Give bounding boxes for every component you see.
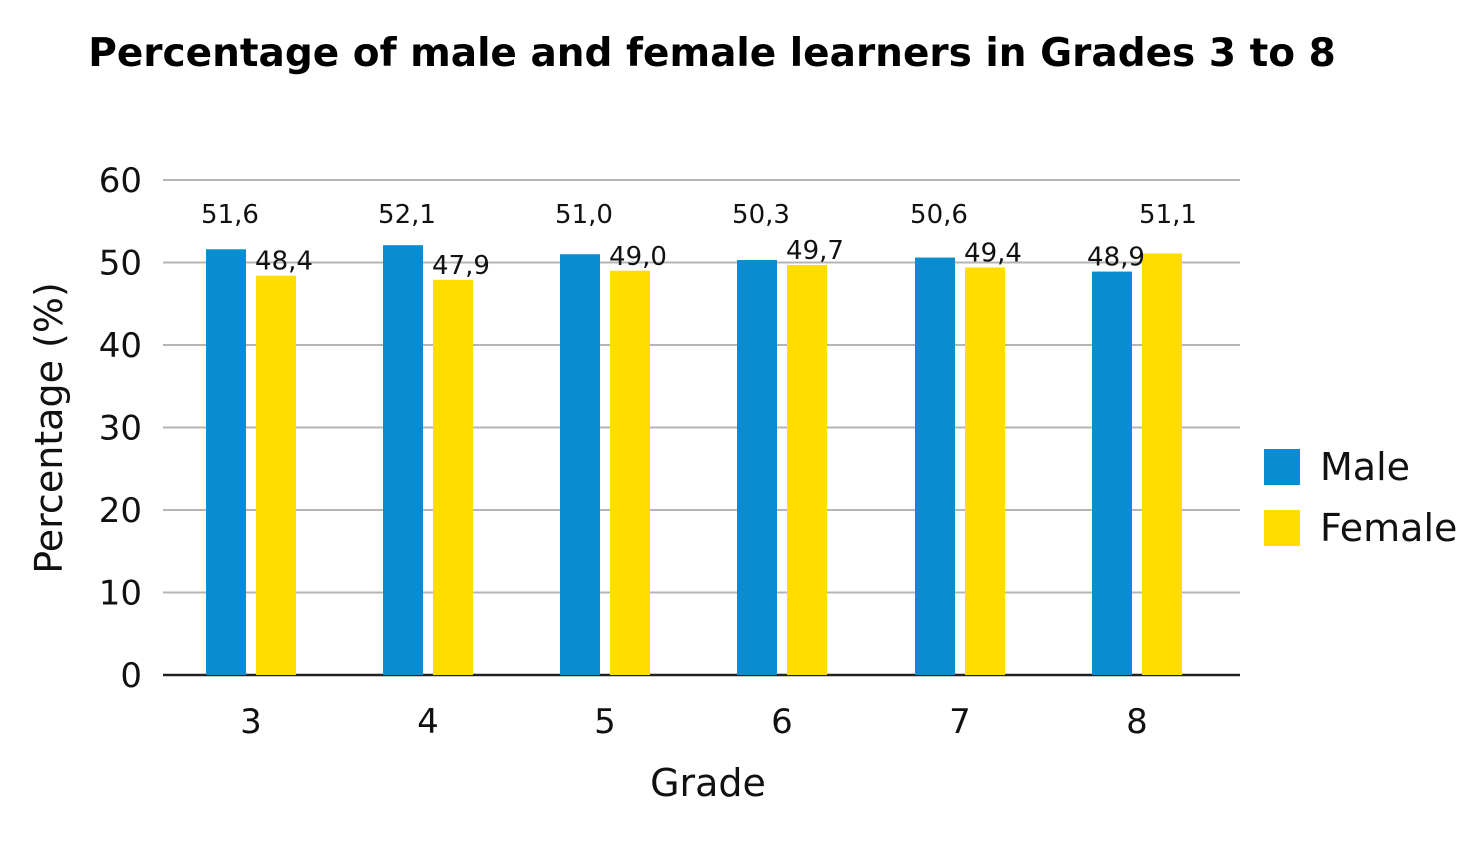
y-tick-label-50: 50 <box>99 244 142 284</box>
bar-female-grade-3 <box>256 275 296 675</box>
legend-swatch-male <box>1264 449 1300 485</box>
bar-male-grade-7 <box>915 257 955 675</box>
data-label-male-grade-3: 51,6 <box>201 200 259 230</box>
bar-male-grade-8 <box>1092 271 1132 675</box>
bar-female-grade-6 <box>787 264 827 675</box>
data-label-male-grade-6: 50,3 <box>732 200 790 230</box>
legend: Male Female <box>1264 445 1457 550</box>
x-axis-label: Grade <box>650 761 766 805</box>
y-tick-label-20: 20 <box>99 491 142 531</box>
bar-female-grade-8 <box>1142 253 1182 676</box>
data-label-female-grade-6: 49,7 <box>786 236 844 266</box>
bar-male-grade-3 <box>206 249 246 676</box>
y-axis-ticks: 0 10 20 30 40 50 60 <box>99 161 142 696</box>
bar-male-grade-6 <box>737 260 777 675</box>
data-label-female-grade-8: 51,1 <box>1139 200 1197 230</box>
x-tick-label-6: 6 <box>771 702 793 742</box>
data-label-female-grade-5: 49,0 <box>609 242 667 272</box>
x-tick-label-3: 3 <box>240 702 262 742</box>
y-axis-label: Percentage (%) <box>27 282 71 574</box>
legend-swatch-female <box>1264 510 1300 546</box>
bar-male-grade-5 <box>560 254 600 675</box>
data-label-female-grade-7: 49,4 <box>964 238 1022 268</box>
x-axis-ticks: 3 4 5 6 7 8 <box>240 702 1148 742</box>
y-tick-label-10: 10 <box>99 574 142 614</box>
bar-female-grade-7 <box>965 267 1005 675</box>
bar-male-grade-4 <box>383 245 423 676</box>
x-tick-label-8: 8 <box>1126 702 1148 742</box>
gridlines <box>163 179 1240 677</box>
bar-female-grade-5 <box>610 270 650 675</box>
y-tick-label-30: 30 <box>99 409 142 449</box>
bars <box>206 245 1182 676</box>
x-tick-label-7: 7 <box>949 702 971 742</box>
data-label-female-grade-4: 47,9 <box>432 251 490 281</box>
data-label-male-grade-8: 48,9 <box>1087 243 1145 273</box>
data-labels: 51,6 48,4 52,1 47,9 51,0 49,0 50,3 49,7 50,6 49,4… <box>201 200 1197 281</box>
legend-label-male: Male <box>1320 445 1410 489</box>
data-label-female-grade-3: 48,4 <box>255 247 313 277</box>
chart-title: Percentage of male and female learners i… <box>88 31 1335 76</box>
y-tick-label-40: 40 <box>99 326 142 366</box>
y-tick-label-60: 60 <box>99 161 142 201</box>
y-tick-label-0: 0 <box>120 656 142 696</box>
x-tick-label-4: 4 <box>417 702 439 742</box>
bar-female-grade-4 <box>433 279 473 675</box>
data-label-male-grade-4: 52,1 <box>378 200 436 230</box>
data-label-male-grade-5: 51,0 <box>555 200 613 230</box>
legend-label-female: Female <box>1320 506 1457 550</box>
x-tick-label-5: 5 <box>594 702 616 742</box>
data-label-male-grade-7: 50,6 <box>910 200 968 230</box>
